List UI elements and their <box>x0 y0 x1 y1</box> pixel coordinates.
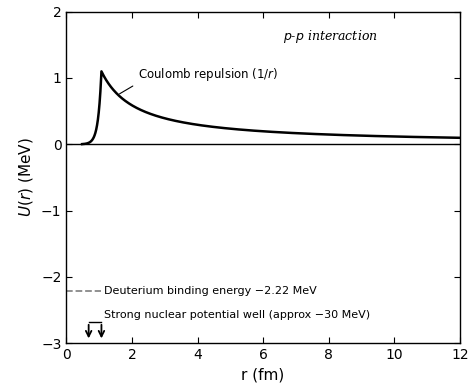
Text: Strong nuclear potential well (approx −30 MeV): Strong nuclear potential well (approx −3… <box>104 310 370 320</box>
Text: Deuterium binding energy −2.22 MeV: Deuterium binding energy −2.22 MeV <box>104 287 317 296</box>
Y-axis label: $U(r)$ (MeV): $U(r)$ (MeV) <box>18 138 36 217</box>
Text: $p$-$p$ interaction: $p$-$p$ interaction <box>283 28 378 45</box>
Text: Coulomb repulsion (1/$r$): Coulomb repulsion (1/$r$) <box>138 66 279 83</box>
X-axis label: r (fm): r (fm) <box>241 368 285 383</box>
